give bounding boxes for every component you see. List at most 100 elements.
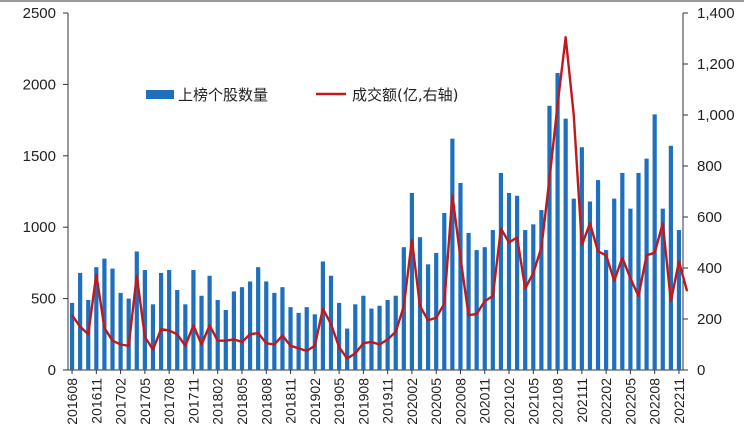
right-tick-label: 1,000 [697, 107, 735, 124]
line-point [500, 227, 502, 230]
x-tick-label: 201905 [331, 378, 347, 425]
line-point [403, 305, 405, 307]
bar [272, 292, 277, 370]
left-tick-label: 1500 [23, 148, 56, 165]
bar [547, 105, 552, 370]
bar [69, 302, 75, 370]
line-point [540, 247, 542, 249]
bar [361, 295, 366, 370]
line-point [556, 104, 559, 106]
line-point [597, 250, 599, 253]
x-tick-label: 201902 [307, 378, 323, 425]
bar [369, 308, 374, 370]
x-tick-label: 202005 [428, 378, 444, 425]
left-tick-label: 500 [31, 291, 56, 308]
left-tick-label: 2000 [23, 76, 56, 93]
x-tick-label: 201808 [258, 378, 274, 425]
bar [636, 172, 641, 370]
x-tick-label: 201611 [88, 378, 104, 424]
x-tick-label: 201811 [283, 378, 299, 424]
bar [134, 251, 139, 370]
x-tick-label: 202002 [404, 378, 420, 425]
line-point [289, 345, 292, 347]
x-tick-label: 202208 [647, 378, 663, 425]
line-point [565, 36, 567, 38]
bar [466, 232, 471, 370]
bar [620, 172, 625, 370]
line-point [281, 334, 284, 337]
line-point [233, 338, 235, 340]
bar [604, 250, 609, 370]
line-point [120, 343, 122, 346]
bar [506, 192, 512, 370]
line-point [443, 303, 445, 305]
line-point [306, 350, 308, 352]
right-tick-label: 200 [697, 311, 722, 328]
bar [425, 264, 431, 370]
line-point [71, 314, 73, 316]
line-point [476, 313, 478, 315]
bar [167, 270, 172, 370]
right-tick-label: 800 [697, 158, 722, 175]
line-point [508, 241, 510, 244]
bar [353, 304, 358, 370]
line-point [670, 300, 672, 302]
bar [207, 275, 212, 370]
bar [595, 180, 601, 370]
bar [191, 270, 196, 370]
bar [490, 230, 495, 370]
bar [450, 138, 455, 370]
bar [94, 267, 99, 370]
line-point [427, 319, 429, 321]
x-tick-label: 201711 [185, 378, 201, 424]
line-point [200, 343, 203, 346]
line-point [184, 345, 186, 347]
legend-bar-swatch [146, 90, 174, 99]
bar [612, 198, 617, 370]
line-point [330, 323, 332, 325]
line-point [111, 340, 114, 342]
bar [555, 72, 560, 370]
bar [644, 158, 649, 370]
x-tick-label: 201705 [137, 378, 153, 425]
line-point [176, 333, 178, 335]
line-point [249, 333, 251, 335]
line-point [395, 331, 397, 333]
line-point [370, 341, 373, 343]
bar [126, 298, 131, 370]
line-point [484, 300, 486, 302]
line-point [298, 347, 300, 349]
left-tick-label: 2500 [23, 5, 56, 22]
line-point [95, 273, 97, 275]
bar [102, 258, 107, 370]
line-point [492, 295, 494, 297]
x-tick-label: 202108 [550, 378, 566, 425]
bar [280, 287, 285, 370]
bar [142, 270, 147, 370]
line-point [265, 342, 267, 344]
bar [175, 290, 180, 370]
line-point [168, 329, 170, 332]
line-point [152, 349, 154, 351]
bar [118, 292, 123, 370]
bar [385, 300, 390, 370]
legend-line-label: 成交额(亿,右轴) [352, 86, 458, 104]
line-point [387, 338, 389, 340]
bar [158, 272, 164, 370]
bar [304, 307, 309, 370]
x-tick-label: 202102 [501, 378, 517, 425]
bar [579, 147, 584, 370]
bar [150, 304, 156, 370]
bar [336, 302, 342, 370]
bar [571, 198, 576, 370]
bar [587, 201, 593, 370]
line-point [136, 275, 138, 277]
line-point [613, 280, 615, 282]
bar [515, 195, 520, 370]
line-point [79, 326, 81, 328]
line-point [589, 222, 591, 224]
line-point [160, 328, 162, 330]
bar [199, 295, 204, 370]
